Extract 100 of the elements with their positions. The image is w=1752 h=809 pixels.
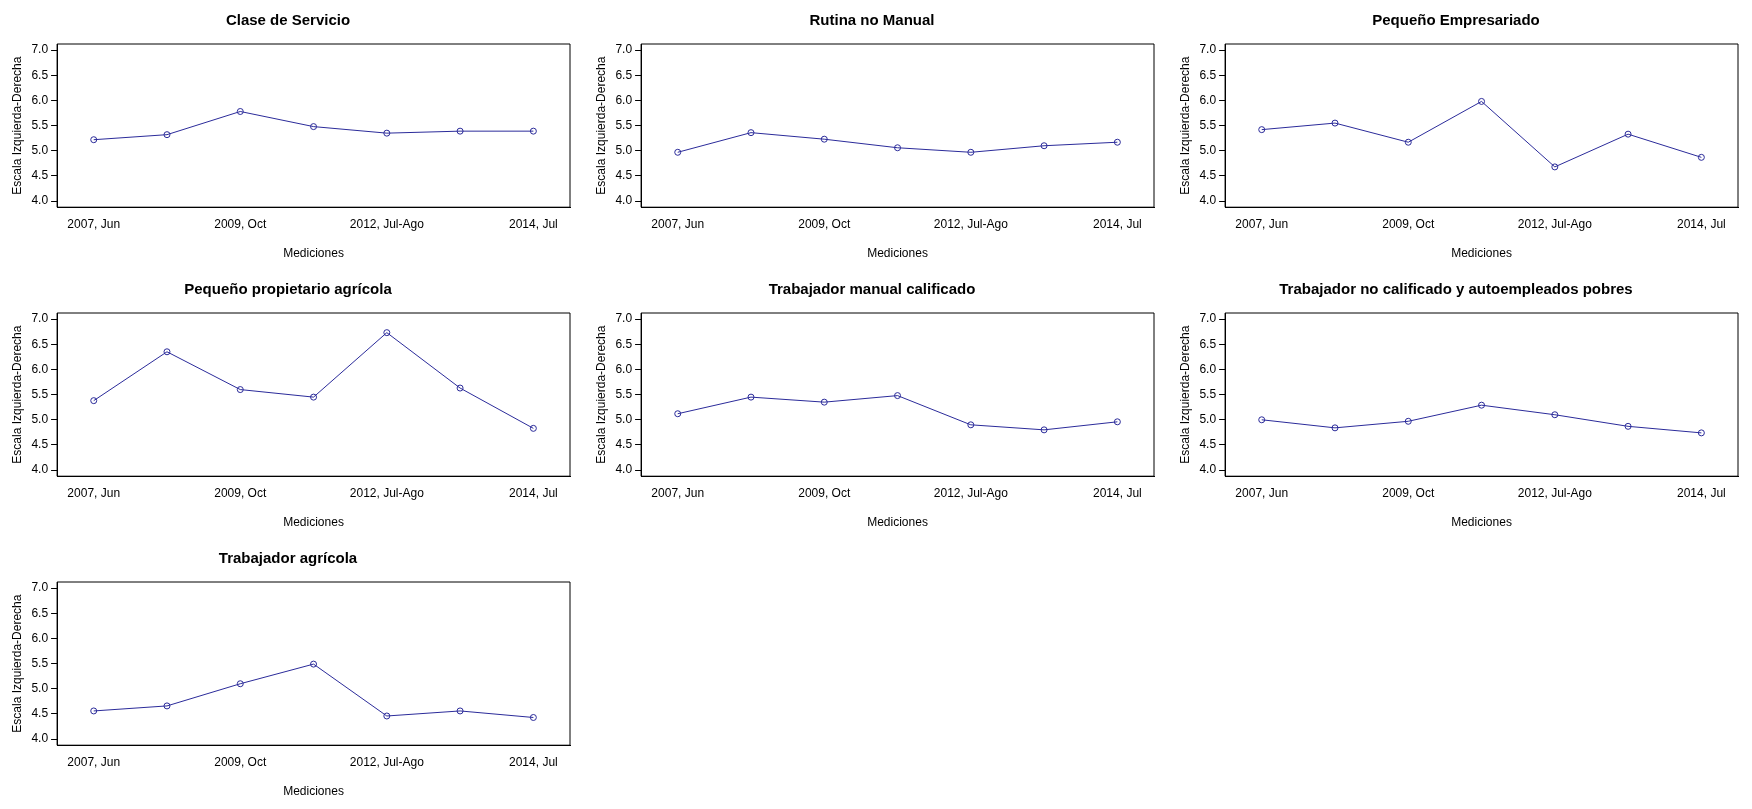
point: [310, 123, 318, 131]
point: [820, 135, 828, 143]
point: [529, 424, 537, 432]
y-tick-label: 4.5: [615, 437, 633, 452]
y-tick-label: 4.0: [31, 731, 49, 746]
y-tick-label: 6.0: [1199, 361, 1217, 376]
y-axis-title: Escala Izquierda-Derecha: [9, 56, 24, 195]
x-axis-title: Mediciones: [867, 515, 928, 530]
y-tick-label: 5.0: [1199, 412, 1217, 427]
point: [674, 410, 682, 418]
point: [383, 129, 391, 137]
y-tick-label: 7.0: [31, 311, 49, 326]
point: [1258, 126, 1266, 134]
point: [674, 148, 682, 156]
point: [894, 392, 902, 400]
point: [967, 421, 975, 429]
point: [1258, 416, 1266, 424]
point: [529, 127, 537, 135]
y-tick-label: 7.0: [615, 42, 633, 57]
point: [163, 702, 171, 710]
x-tick-label: 2014, Jul: [1093, 485, 1142, 500]
y-tick-label: 6.0: [31, 361, 49, 376]
x-tick-label: 2012, Jul-Ago: [349, 485, 425, 500]
point: [383, 329, 391, 337]
point: [967, 148, 975, 156]
point: [1113, 418, 1121, 426]
x-tick-label: 2014, Jul: [509, 754, 558, 769]
point: [1040, 142, 1048, 150]
y-tick-label: 6.5: [1199, 336, 1217, 351]
x-axis-title: Mediciones: [283, 515, 344, 530]
y-axis-title: Escala Izquierda-Derecha: [1177, 56, 1192, 195]
y-tick-label: 4.5: [1199, 168, 1217, 183]
x-tick-label: 2012, Jul-Ago: [933, 485, 1009, 500]
point: [236, 108, 244, 115]
point: [310, 660, 318, 668]
y-tick-label: 7.0: [31, 580, 49, 595]
y-axis-title: Escala Izquierda-Derecha: [593, 56, 608, 195]
y-tick-label: 5.0: [1199, 143, 1217, 158]
point: [236, 680, 244, 688]
y-tick-label: 5.0: [31, 681, 49, 696]
point: [90, 397, 98, 405]
point: [236, 386, 244, 394]
point: [1113, 138, 1121, 146]
point: [310, 393, 318, 401]
point: [456, 127, 464, 135]
y-tick-label: 6.5: [615, 67, 633, 82]
chart-title: Pequeño Empresariado: [1372, 11, 1540, 29]
point: [747, 393, 755, 401]
point: [1404, 417, 1412, 425]
x-tick-label: 2014, Jul: [1093, 216, 1142, 231]
y-tick-label: 6.5: [31, 336, 49, 351]
y-tick-label: 5.0: [615, 143, 633, 158]
x-tick-label: 2007, Jun: [1235, 485, 1289, 500]
point: [1551, 411, 1559, 419]
y-tick-label: 4.0: [31, 193, 49, 208]
y-tick-label: 6.0: [615, 92, 633, 107]
point: [747, 129, 755, 137]
chart-title: Trabajador no calificado y autoempleados pobres: [1279, 280, 1633, 298]
y-tick-label: 5.5: [31, 655, 49, 670]
x-tick-label: 2007, Jun: [67, 754, 121, 769]
y-tick-label: 4.5: [31, 437, 49, 452]
y-tick-label: 4.0: [1199, 462, 1217, 477]
x-tick-label: 2009, Oct: [798, 216, 851, 231]
y-tick-label: 6.5: [31, 605, 49, 620]
chart-title: Trabajador agrícola: [218, 549, 358, 567]
y-tick-label: 4.0: [615, 462, 633, 477]
x-tick-label: 2007, Jun: [1235, 216, 1289, 231]
x-tick-label: 2009, Oct: [214, 485, 267, 500]
point: [1697, 429, 1705, 437]
x-axis-title: Mediciones: [1451, 246, 1512, 261]
x-tick-label: 2009, Oct: [214, 754, 267, 769]
y-tick-label: 6.0: [615, 361, 633, 376]
x-tick-label: 2007, Jun: [67, 485, 121, 500]
x-tick-label: 2007, Jun: [67, 216, 121, 231]
point: [1624, 422, 1632, 430]
y-tick-label: 4.0: [615, 193, 633, 208]
x-tick-label: 2014, Jul: [1677, 485, 1726, 500]
x-tick-label: 2012, Jul-Ago: [1517, 216, 1593, 231]
x-tick-label: 2014, Jul: [509, 485, 558, 500]
y-tick-label: 5.5: [31, 117, 49, 132]
x-tick-label: 2012, Jul-Ago: [349, 754, 425, 769]
x-axis-title: Mediciones: [867, 246, 928, 261]
point: [1331, 424, 1339, 432]
x-axis-title: Mediciones: [283, 246, 344, 261]
point: [820, 398, 828, 406]
y-tick-label: 5.5: [615, 386, 633, 401]
chart-title: Clase de Servicio: [225, 11, 351, 29]
y-tick-label: 5.5: [31, 386, 49, 401]
y-tick-label: 7.0: [1199, 42, 1217, 57]
point: [1697, 153, 1705, 161]
y-tick-label: 5.0: [615, 412, 633, 427]
y-tick-label: 5.5: [1199, 117, 1217, 132]
point: [163, 348, 171, 356]
x-tick-label: 2014, Jul: [509, 216, 558, 231]
point: [456, 707, 464, 715]
y-tick-label: 7.0: [615, 311, 633, 326]
y-tick-label: 4.5: [1199, 437, 1217, 452]
point: [1624, 130, 1632, 138]
y-tick-label: 4.5: [31, 706, 49, 721]
x-tick-label: 2007, Jun: [651, 485, 705, 500]
